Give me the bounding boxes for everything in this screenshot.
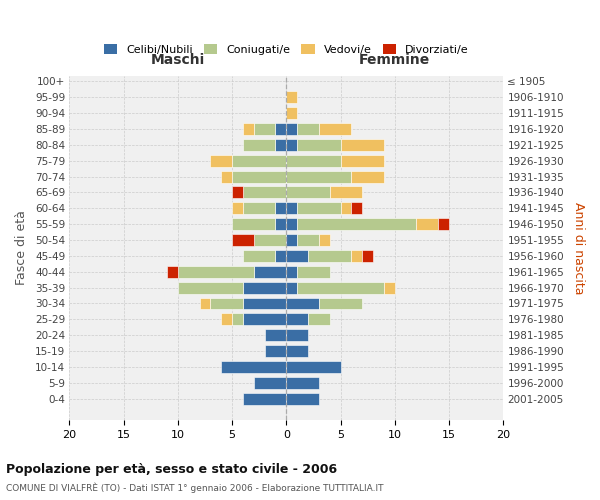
Bar [232,314,243,326]
Bar [275,202,286,214]
Bar [243,282,286,294]
Bar [265,345,286,357]
Bar [232,218,275,230]
Bar [352,202,362,214]
Bar [286,282,297,294]
Bar [308,250,352,262]
Bar [243,298,286,310]
Bar [243,202,275,214]
Bar [221,314,232,326]
Bar [384,282,395,294]
Bar [243,314,286,326]
Bar [232,186,243,198]
Bar [297,234,319,246]
Bar [286,266,297,278]
Y-axis label: Anni di nascita: Anni di nascita [572,202,585,294]
Bar [362,250,373,262]
Bar [297,282,384,294]
Bar [352,170,384,182]
Bar [297,266,329,278]
Bar [286,155,341,166]
Bar [167,266,178,278]
Bar [352,250,362,262]
Bar [243,392,286,404]
Bar [275,139,286,151]
Bar [232,170,286,182]
Legend: Celibi/Nubili, Coniugati/e, Vedovi/e, Divorziati/e: Celibi/Nubili, Coniugati/e, Vedovi/e, Di… [100,40,473,60]
Bar [286,250,308,262]
Bar [341,139,384,151]
Bar [286,361,341,373]
Bar [286,202,297,214]
Bar [275,123,286,135]
Bar [416,218,438,230]
Bar [286,170,352,182]
Bar [329,186,362,198]
Bar [286,314,308,326]
Bar [341,155,384,166]
Text: Maschi: Maschi [151,53,205,67]
Bar [286,107,297,119]
Bar [200,298,211,310]
Bar [286,345,308,357]
Bar [265,330,286,341]
Bar [297,139,341,151]
Bar [232,234,254,246]
Bar [178,282,243,294]
Bar [243,139,275,151]
Bar [319,234,329,246]
Bar [286,139,297,151]
Bar [286,92,297,103]
Bar [319,123,352,135]
Bar [286,186,329,198]
Bar [438,218,449,230]
Text: COMUNE DI VIALFRÈ (TO) - Dati ISTAT 1° gennaio 2006 - Elaborazione TUTTITALIA.IT: COMUNE DI VIALFRÈ (TO) - Dati ISTAT 1° g… [6,482,383,493]
Bar [308,314,329,326]
Bar [254,234,286,246]
Bar [341,202,352,214]
Bar [297,202,341,214]
Bar [286,377,319,388]
Bar [254,377,286,388]
Text: Femmine: Femmine [359,53,430,67]
Bar [243,186,286,198]
Bar [243,123,254,135]
Bar [211,298,243,310]
Text: Popolazione per età, sesso e stato civile - 2006: Popolazione per età, sesso e stato civil… [6,462,337,475]
Bar [286,330,308,341]
Bar [232,155,286,166]
Bar [178,266,254,278]
Bar [221,361,286,373]
Bar [254,123,275,135]
Bar [221,170,232,182]
Bar [319,298,362,310]
Bar [297,218,416,230]
Bar [286,298,319,310]
Bar [286,123,297,135]
Bar [297,123,319,135]
Bar [211,155,232,166]
Bar [286,218,297,230]
Bar [243,250,275,262]
Bar [275,218,286,230]
Bar [286,392,319,404]
Bar [275,250,286,262]
Y-axis label: Fasce di età: Fasce di età [15,210,28,286]
Bar [286,234,297,246]
Bar [254,266,286,278]
Bar [232,202,243,214]
